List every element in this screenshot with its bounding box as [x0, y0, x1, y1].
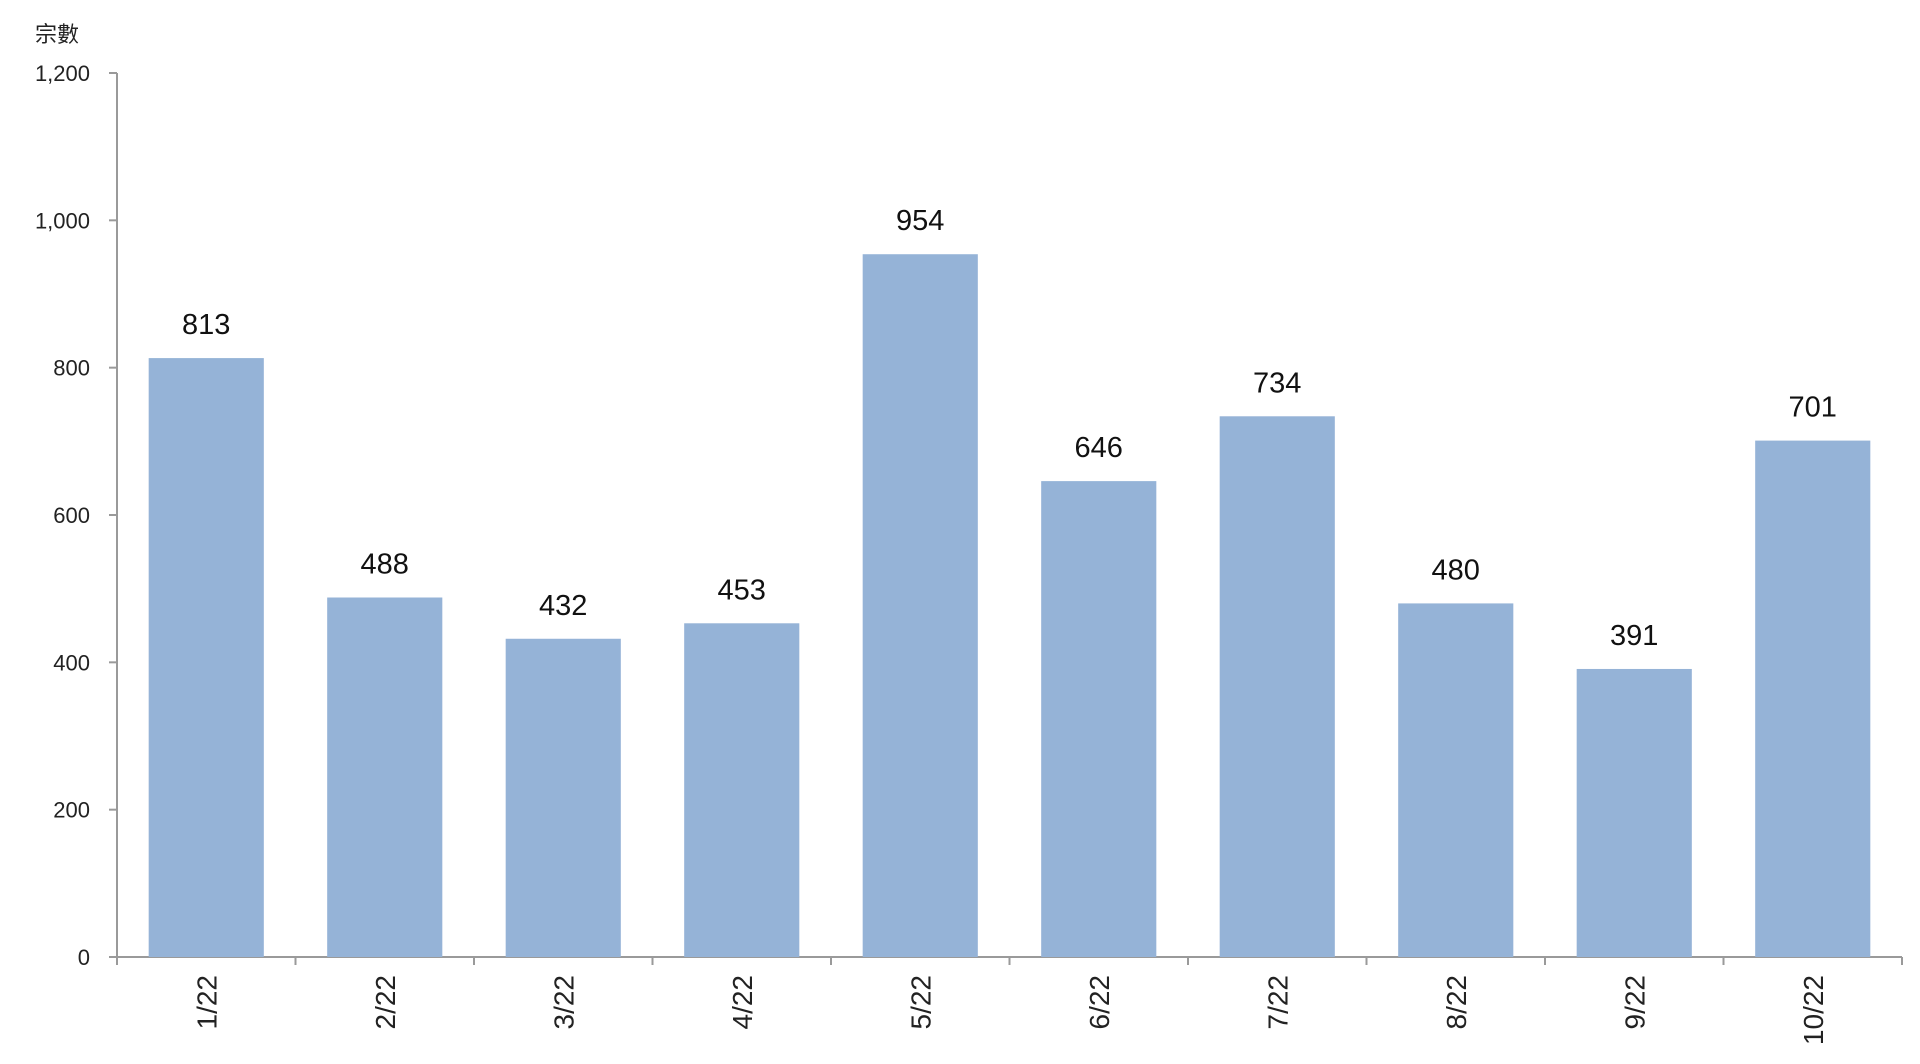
x-tick-label: 8/22	[1441, 975, 1472, 1030]
x-tick-label: 2/22	[370, 975, 401, 1030]
bar	[1398, 603, 1514, 957]
y-tick-label: 1,000	[35, 208, 90, 233]
data-label: 488	[361, 549, 409, 581]
bar	[505, 638, 621, 957]
data-labels-group: 813 488 432 453 954 646 734 480 391 701	[182, 205, 1837, 652]
x-tick-label: 1/22	[191, 975, 222, 1030]
data-label: 453	[718, 574, 766, 606]
data-label: 391	[1610, 620, 1658, 652]
data-label: 646	[1075, 432, 1123, 464]
y-tick-label: 0	[78, 945, 90, 970]
bar	[1219, 416, 1335, 958]
data-label: 954	[896, 205, 944, 237]
y-tick-label: 400	[53, 650, 90, 675]
y-tick-label: 200	[53, 798, 90, 823]
x-tick-label: 9/22	[1619, 975, 1650, 1030]
x-tick-label: 6/22	[1084, 975, 1115, 1030]
data-label: 432	[539, 590, 587, 622]
x-tick-label: 3/22	[548, 975, 579, 1030]
y-tick-label: 800	[53, 356, 90, 381]
x-tick-label: 7/22	[1262, 975, 1293, 1030]
data-label: 701	[1789, 392, 1837, 424]
x-axis: 1/22 2/22 3/22 4/22 5/22 6/22 7/22 8/22 9/22 10/2…	[116, 956, 1903, 1045]
x-tick-label: 4/22	[727, 975, 758, 1030]
bar	[1755, 440, 1871, 957]
bar	[148, 358, 264, 958]
data-label: 813	[182, 309, 230, 341]
bar	[1041, 481, 1157, 957]
data-label: 734	[1253, 367, 1301, 399]
bars-group	[148, 254, 1871, 958]
y-axis: 0 200 400 600 800 1,000 1,200	[35, 61, 118, 970]
bar	[327, 597, 443, 957]
y-tick-label: 1,200	[35, 61, 90, 86]
y-axis-unit-label: 宗數	[35, 23, 79, 48]
data-label: 480	[1432, 554, 1480, 586]
x-tick-label: 5/22	[905, 975, 936, 1030]
bar	[684, 623, 800, 957]
bar	[862, 254, 978, 958]
y-tick-label: 600	[53, 503, 90, 528]
x-tick-label: 10/22	[1798, 975, 1829, 1045]
bar	[1576, 668, 1692, 957]
